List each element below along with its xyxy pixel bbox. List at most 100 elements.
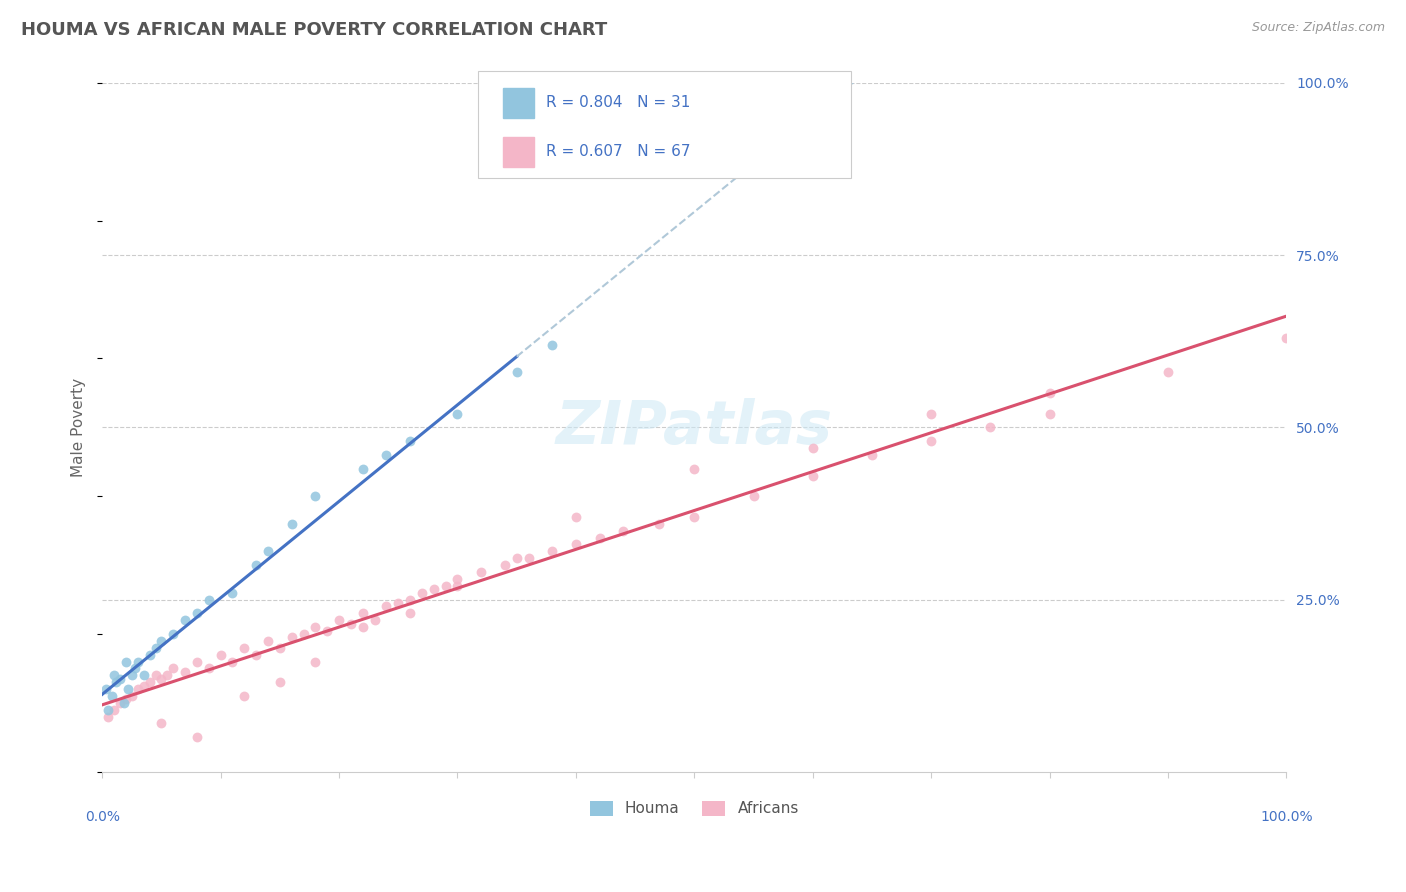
Point xyxy=(1157,365,1180,379)
Point xyxy=(505,365,527,379)
Point xyxy=(399,592,422,607)
Point xyxy=(292,627,315,641)
Point xyxy=(446,407,468,421)
Point xyxy=(1039,407,1062,421)
Point xyxy=(387,596,409,610)
Point xyxy=(156,668,179,682)
Point xyxy=(801,441,824,455)
Point xyxy=(352,620,374,634)
Point xyxy=(316,624,339,638)
Text: R = 0.804   N = 31: R = 0.804 N = 31 xyxy=(546,95,690,111)
Point xyxy=(245,648,267,662)
Point xyxy=(411,585,433,599)
Point xyxy=(505,551,527,566)
Point xyxy=(150,716,173,731)
Point xyxy=(103,668,125,682)
Point xyxy=(269,640,291,655)
Point xyxy=(186,655,208,669)
Point xyxy=(138,648,160,662)
Point xyxy=(124,661,146,675)
Point xyxy=(399,434,422,449)
Point xyxy=(108,696,131,710)
Point xyxy=(132,679,155,693)
Point xyxy=(221,655,243,669)
Point xyxy=(1275,331,1298,345)
Point xyxy=(340,616,363,631)
Point xyxy=(127,655,149,669)
Point xyxy=(742,489,765,503)
Point xyxy=(145,668,167,682)
Point xyxy=(233,640,256,655)
Point xyxy=(121,668,143,682)
Point xyxy=(588,531,610,545)
Point xyxy=(363,613,385,627)
Point xyxy=(245,558,267,572)
Point xyxy=(375,599,398,614)
Point xyxy=(221,585,243,599)
Point xyxy=(105,675,128,690)
Point xyxy=(233,689,256,703)
Point xyxy=(328,613,350,627)
Y-axis label: Male Poverty: Male Poverty xyxy=(72,377,86,477)
Point xyxy=(280,516,302,531)
Point xyxy=(174,613,197,627)
Text: HOUMA VS AFRICAN MALE POVERTY CORRELATION CHART: HOUMA VS AFRICAN MALE POVERTY CORRELATIO… xyxy=(21,21,607,39)
Point xyxy=(612,524,634,538)
Point xyxy=(565,537,588,551)
Point xyxy=(399,607,422,621)
Text: 0.0%: 0.0% xyxy=(84,810,120,823)
Text: 100.0%: 100.0% xyxy=(1260,810,1313,823)
Point xyxy=(565,509,588,524)
Point xyxy=(108,672,131,686)
Point xyxy=(517,551,540,566)
Point xyxy=(801,468,824,483)
Point xyxy=(979,420,1001,434)
Point xyxy=(352,607,374,621)
Text: R = 0.607   N = 67: R = 0.607 N = 67 xyxy=(546,145,690,160)
Point xyxy=(683,509,706,524)
Point xyxy=(97,703,120,717)
Point xyxy=(494,558,516,572)
Point xyxy=(121,689,143,703)
Point xyxy=(304,489,326,503)
Point xyxy=(683,461,706,475)
Point xyxy=(470,565,492,579)
Point xyxy=(115,655,138,669)
Point xyxy=(541,337,564,351)
Point xyxy=(198,661,221,675)
Point xyxy=(352,461,374,475)
Point xyxy=(198,592,221,607)
Point xyxy=(186,731,208,745)
Point xyxy=(127,681,149,696)
Point xyxy=(186,607,208,621)
Point xyxy=(138,675,160,690)
Point xyxy=(115,692,138,706)
Point xyxy=(304,620,326,634)
Point xyxy=(423,582,446,597)
Point xyxy=(162,661,184,675)
Point xyxy=(541,544,564,558)
Point xyxy=(117,681,139,696)
Point xyxy=(434,579,457,593)
Point xyxy=(132,668,155,682)
Text: Source: ZipAtlas.com: Source: ZipAtlas.com xyxy=(1251,21,1385,35)
Point xyxy=(269,675,291,690)
Text: ZIPatlas: ZIPatlas xyxy=(555,398,832,457)
Point xyxy=(257,544,280,558)
Point xyxy=(446,579,468,593)
Point xyxy=(112,696,135,710)
Point xyxy=(920,407,942,421)
Point xyxy=(94,681,117,696)
Point xyxy=(648,516,671,531)
Point xyxy=(145,640,167,655)
Legend: Houma, Africans: Houma, Africans xyxy=(583,795,806,822)
Point xyxy=(920,434,942,449)
Point xyxy=(1039,385,1062,400)
Point xyxy=(150,633,173,648)
Point xyxy=(304,655,326,669)
Point xyxy=(103,703,125,717)
Point xyxy=(257,633,280,648)
Point xyxy=(446,572,468,586)
Point xyxy=(150,672,173,686)
Point xyxy=(97,709,120,723)
